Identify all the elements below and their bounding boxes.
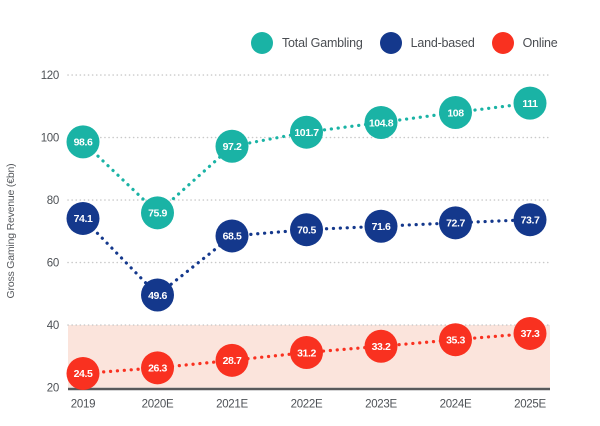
x-tick-label: 2021E bbox=[216, 399, 248, 411]
legend: Total Gambling Land-based Online bbox=[251, 32, 558, 54]
data-point-label: 71.6 bbox=[372, 221, 391, 233]
data-point-label: 68.5 bbox=[223, 231, 242, 243]
data-point-marker bbox=[364, 209, 398, 243]
y-tick-label: 80 bbox=[47, 195, 59, 207]
x-tick-label: 2023E bbox=[365, 399, 397, 411]
data-point-label: 49.6 bbox=[148, 290, 167, 302]
data-point-marker bbox=[215, 219, 249, 253]
data-point-marker bbox=[215, 129, 249, 163]
y-axis-title: Gross Gaming Revenue (€bn) bbox=[5, 164, 17, 299]
data-point-label: 97.2 bbox=[223, 141, 242, 153]
data-point-marker bbox=[215, 343, 249, 377]
data-point-marker bbox=[439, 206, 472, 240]
y-tick-label: 60 bbox=[47, 258, 59, 270]
y-tick-label: 20 bbox=[47, 383, 59, 395]
data-point-label: 73.7 bbox=[521, 214, 540, 226]
y-tick-label: 40 bbox=[47, 320, 59, 332]
data-point-label: 70.5 bbox=[297, 224, 316, 236]
data-point-marker bbox=[141, 278, 174, 312]
data-point-marker bbox=[513, 203, 547, 237]
data-point-label: 28.7 bbox=[223, 355, 242, 367]
data-point-marker bbox=[66, 201, 100, 235]
data-point-marker bbox=[290, 336, 323, 369]
data-point-marker bbox=[364, 106, 398, 139]
x-tick-label: 2024E bbox=[440, 399, 472, 411]
data-point-label: 104.8 bbox=[369, 117, 394, 129]
legend-item-online: Online bbox=[491, 32, 558, 54]
x-tick-label: 2019 bbox=[71, 399, 95, 411]
y-tick-label: 120 bbox=[41, 70, 59, 82]
data-point-marker bbox=[66, 125, 100, 159]
data-point-marker bbox=[439, 96, 472, 129]
data-point-label: 37.3 bbox=[521, 328, 540, 340]
legend-dot-land-based bbox=[379, 32, 402, 54]
data-point-label: 101.7 bbox=[294, 127, 319, 139]
data-point-label: 26.3 bbox=[148, 363, 167, 375]
data-point-marker bbox=[141, 351, 174, 385]
data-point-marker bbox=[141, 196, 174, 230]
data-point-marker bbox=[513, 86, 547, 120]
x-tick-label: 2022E bbox=[291, 399, 323, 411]
data-point-label: 108 bbox=[447, 107, 464, 119]
legend-item-total-gambling: Total Gambling bbox=[251, 32, 363, 54]
data-point-label: 24.5 bbox=[74, 368, 93, 380]
legend-item-land-based: Land-based bbox=[379, 32, 475, 54]
data-point-label: 75.9 bbox=[148, 208, 167, 220]
data-point-label: 35.3 bbox=[446, 334, 465, 346]
data-point-label: 111 bbox=[522, 98, 538, 110]
legend-dot-online bbox=[491, 32, 514, 54]
y-tick-label: 100 bbox=[41, 133, 59, 145]
x-tick-label: 2025E bbox=[514, 399, 546, 411]
legend-label-online: Online bbox=[522, 36, 558, 50]
data-point-marker bbox=[513, 316, 547, 350]
data-point-label: 74.1 bbox=[74, 213, 93, 225]
data-point-label: 72.7 bbox=[446, 218, 465, 230]
data-point-marker bbox=[439, 323, 472, 357]
legend-label-total-gambling: Total Gambling bbox=[282, 36, 363, 50]
data-point-label: 33.2 bbox=[372, 341, 391, 353]
data-point-marker bbox=[66, 356, 100, 390]
data-point-marker bbox=[290, 213, 323, 247]
legend-dot-total-gambling bbox=[251, 32, 273, 54]
data-point-marker bbox=[364, 329, 398, 363]
data-point-label: 31.2 bbox=[297, 347, 316, 359]
data-point-label: 98.6 bbox=[74, 137, 93, 149]
x-tick-label: 2020E bbox=[142, 399, 174, 411]
legend-label-land-based: Land-based bbox=[410, 36, 475, 50]
data-point-marker bbox=[290, 115, 323, 149]
